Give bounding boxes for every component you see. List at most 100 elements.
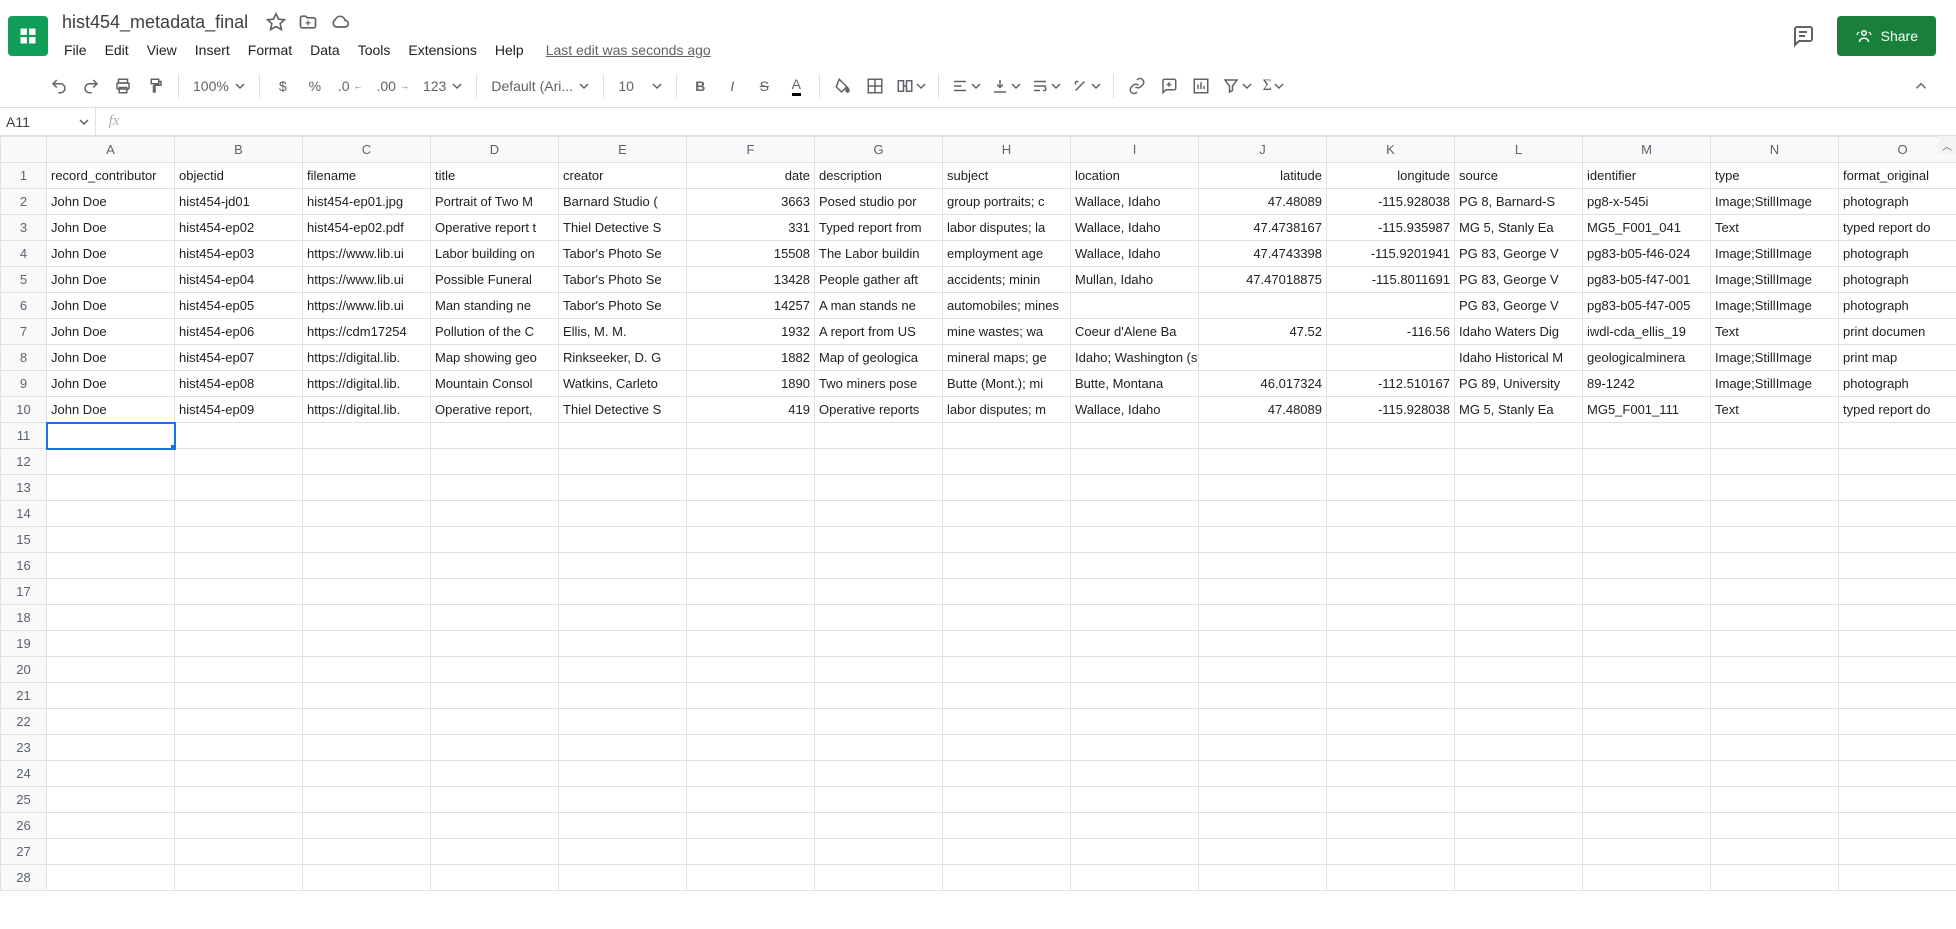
cell[interactable]: People gather aft [815, 267, 943, 293]
cell[interactable] [175, 631, 303, 657]
cell[interactable] [47, 631, 175, 657]
cell[interactable] [1711, 839, 1839, 865]
cell[interactable]: 331 [687, 215, 815, 241]
cell[interactable]: https://digital.lib. [303, 397, 431, 423]
cell[interactable]: type [1711, 163, 1839, 189]
row-header[interactable]: 22 [1, 709, 47, 735]
cell[interactable]: hist454-ep02.pdf [303, 215, 431, 241]
cell[interactable] [1583, 787, 1711, 813]
cell[interactable] [1711, 553, 1839, 579]
cell[interactable] [303, 501, 431, 527]
column-header[interactable]: M [1583, 137, 1711, 163]
column-header[interactable]: F [687, 137, 815, 163]
cell[interactable] [1199, 475, 1327, 501]
cell[interactable]: Image;StillImage [1711, 241, 1839, 267]
cell[interactable] [1455, 579, 1583, 605]
cell[interactable]: Operative report, [431, 397, 559, 423]
cell[interactable] [1455, 709, 1583, 735]
cell[interactable]: hist454-ep07 [175, 345, 303, 371]
cell[interactable] [687, 865, 815, 891]
cell[interactable]: Mullan, Idaho [1071, 267, 1199, 293]
cell[interactable] [943, 709, 1071, 735]
cell[interactable] [687, 683, 815, 709]
cell[interactable]: Image;StillImage [1711, 189, 1839, 215]
cell[interactable] [175, 865, 303, 891]
cell[interactable] [431, 605, 559, 631]
cell[interactable]: photograph [1839, 189, 1956, 215]
cell[interactable] [943, 813, 1071, 839]
cell[interactable] [559, 813, 687, 839]
cell[interactable]: Butte (Mont.); mi [943, 371, 1071, 397]
cell[interactable] [431, 423, 559, 449]
cell[interactable]: 3663 [687, 189, 815, 215]
cell[interactable] [1327, 579, 1455, 605]
cell[interactable] [1327, 553, 1455, 579]
zoom-dropdown[interactable]: 100% [187, 71, 251, 101]
cell[interactable]: Pollution of the C [431, 319, 559, 345]
cell[interactable]: geologicalminera [1583, 345, 1711, 371]
cell[interactable]: 14257 [687, 293, 815, 319]
cell[interactable] [815, 579, 943, 605]
cell[interactable] [1199, 345, 1327, 371]
cell[interactable] [47, 605, 175, 631]
cell[interactable] [1711, 423, 1839, 449]
row-header[interactable]: 24 [1, 761, 47, 787]
cell[interactable]: iwdl-cda_ellis_19 [1583, 319, 1711, 345]
cell[interactable]: 47.4743398 [1199, 241, 1327, 267]
cell[interactable]: pg83-b05-f47-005 [1583, 293, 1711, 319]
cell[interactable] [431, 813, 559, 839]
cell[interactable] [1583, 527, 1711, 553]
cell[interactable] [1071, 475, 1199, 501]
cell[interactable] [1839, 709, 1956, 735]
cell[interactable] [1455, 449, 1583, 475]
cell[interactable] [1199, 657, 1327, 683]
cell[interactable] [1327, 865, 1455, 891]
cell[interactable] [47, 553, 175, 579]
cell[interactable] [1327, 475, 1455, 501]
cell[interactable] [815, 761, 943, 787]
row-header[interactable]: 27 [1, 839, 47, 865]
scroll-up-icon[interactable]: ︿ [1938, 136, 1956, 154]
cell[interactable] [559, 683, 687, 709]
cell[interactable] [1327, 293, 1455, 319]
percent-button[interactable]: % [300, 71, 330, 101]
cell[interactable] [1711, 605, 1839, 631]
cell[interactable] [687, 761, 815, 787]
cell[interactable]: print documen [1839, 319, 1956, 345]
cell[interactable] [1839, 813, 1956, 839]
cell[interactable] [1455, 813, 1583, 839]
cell[interactable] [47, 449, 175, 475]
cell[interactable] [559, 527, 687, 553]
cell[interactable] [303, 709, 431, 735]
cell[interactable] [1071, 735, 1199, 761]
cell[interactable]: Ellis, M. M. [559, 319, 687, 345]
cell[interactable] [1711, 579, 1839, 605]
cell[interactable] [431, 709, 559, 735]
cell[interactable] [1455, 553, 1583, 579]
cell[interactable] [1583, 579, 1711, 605]
cell[interactable]: 1882 [687, 345, 815, 371]
cell[interactable]: PG 83, George V [1455, 267, 1583, 293]
cell[interactable] [559, 423, 687, 449]
cell[interactable] [303, 449, 431, 475]
increase-decimal-button[interactable]: .00→ [371, 71, 415, 101]
cell[interactable] [1839, 657, 1956, 683]
cell[interactable] [1455, 839, 1583, 865]
cell[interactable] [175, 475, 303, 501]
cell[interactable] [1583, 631, 1711, 657]
cell[interactable] [943, 527, 1071, 553]
insert-link-button[interactable] [1122, 71, 1152, 101]
menu-help[interactable]: Help [487, 38, 532, 62]
row-header[interactable]: 9 [1, 371, 47, 397]
cell[interactable]: 1932 [687, 319, 815, 345]
cell[interactable]: Wallace, Idaho [1071, 189, 1199, 215]
cell[interactable] [1711, 865, 1839, 891]
cell[interactable] [1199, 553, 1327, 579]
column-header[interactable]: N [1711, 137, 1839, 163]
cell[interactable] [431, 449, 559, 475]
cell[interactable] [431, 683, 559, 709]
cell[interactable]: photograph [1839, 267, 1956, 293]
cell[interactable] [1839, 761, 1956, 787]
cell[interactable] [1711, 709, 1839, 735]
cell[interactable]: https://digital.lib. [303, 345, 431, 371]
